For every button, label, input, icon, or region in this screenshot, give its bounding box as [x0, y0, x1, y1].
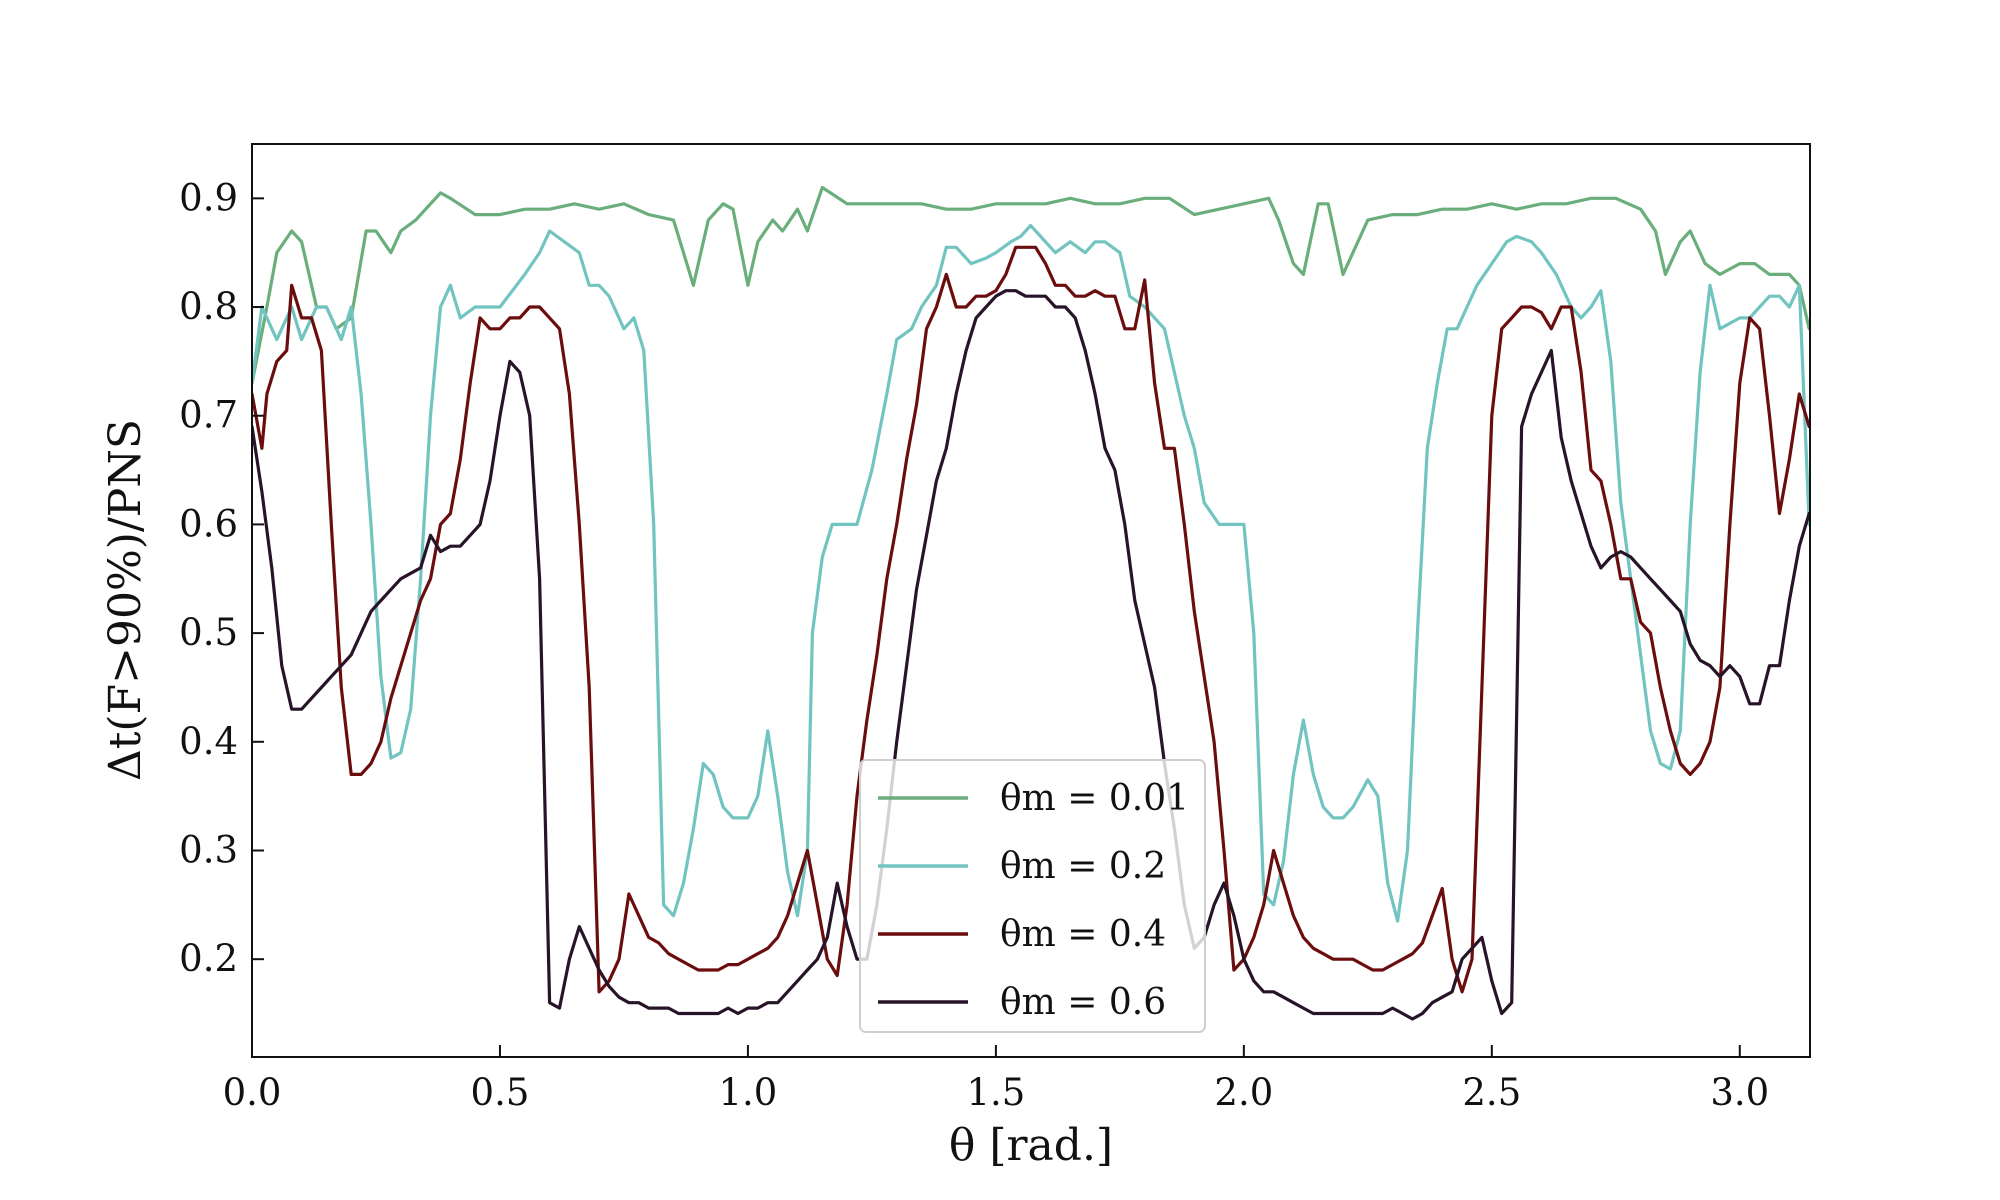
legend: θm = 0.01 θm = 0.2 θm = 0.4 θm = 0.6 — [859, 759, 1206, 1033]
legend-box — [859, 759, 1206, 1033]
y-axis: 0.2 0.3 0.4 0.5 0.6 0.7 0.8 0.9 — [179, 176, 264, 980]
x-tick-label: 3.0 — [1710, 1071, 1769, 1114]
x-tick-label: 1.0 — [719, 1071, 778, 1114]
legend-label-1: θm = 0.2 — [1000, 846, 1166, 887]
y-tick-label: 0.8 — [179, 285, 238, 328]
legend-label-2: θm = 0.4 — [1000, 914, 1166, 955]
y-tick-label: 0.2 — [179, 937, 238, 980]
x-tick-label: 0.0 — [223, 1071, 282, 1114]
series-line-0 — [252, 185, 1810, 385]
y-tick-label: 0.7 — [179, 394, 238, 437]
x-tick-label: 2.5 — [1462, 1071, 1521, 1114]
y-tick-label: 0.3 — [179, 828, 238, 871]
y-tick-label: 0.9 — [179, 176, 238, 219]
x-tick-label: 1.5 — [966, 1071, 1025, 1114]
x-axis: 0.0 0.5 1.0 1.5 2.0 2.5 3.0 — [223, 1045, 1769, 1114]
y-tick-label: 0.4 — [179, 720, 238, 763]
series-line-2 — [252, 245, 1810, 994]
series-line-3 — [252, 289, 1810, 1021]
y-tick-label: 0.6 — [179, 502, 238, 545]
series-layer — [252, 185, 1810, 1021]
y-tick-label: 0.5 — [179, 611, 238, 654]
legend-label-0: θm = 0.01 — [1000, 778, 1189, 819]
legend-label-3: θm = 0.6 — [1000, 982, 1166, 1023]
plot-frame — [251, 143, 1811, 1058]
x-tick-label: 2.0 — [1214, 1071, 1273, 1114]
y-axis-label: Δt(F>90%)/PNS — [100, 419, 151, 781]
x-tick-label: 0.5 — [471, 1071, 530, 1114]
x-axis-label: θ [rad.] — [949, 1120, 1113, 1171]
